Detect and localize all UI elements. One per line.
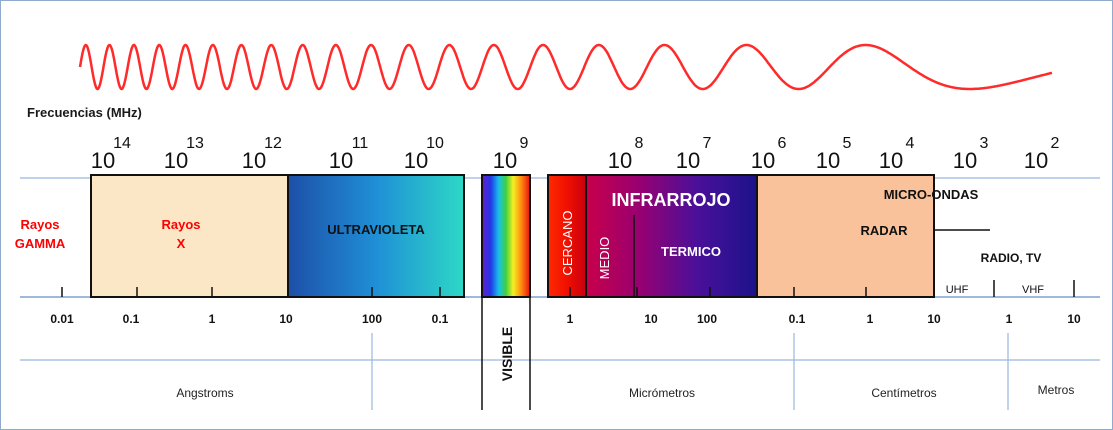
frequency-base: 10 [91, 148, 115, 173]
ultraviolet-label: ULTRAVIOLETA [327, 222, 425, 237]
frequency-exponent: 4 [906, 135, 915, 152]
near-infrared-band [547, 174, 587, 298]
scale-label: 10 [927, 312, 941, 326]
microwaves-label: MICRO-ONDAS [884, 187, 979, 202]
frequency-exponent: 12 [264, 135, 282, 152]
frequency-base: 10 [751, 148, 775, 173]
xray-label-line1: Rayos [161, 217, 200, 232]
frequency-base: 10 [816, 148, 840, 173]
vhf-label: VHF [1022, 284, 1044, 296]
frequency-scale: 1014101310121011101010910810710610510410… [91, 135, 1060, 173]
frequency-base: 10 [676, 148, 700, 173]
frequency-exponent: 6 [778, 135, 787, 152]
frequency-exponent: 2 [1051, 135, 1060, 152]
radar-label: RADAR [861, 223, 909, 238]
frequency-base: 10 [404, 148, 428, 173]
frequency-exponent: 3 [980, 135, 989, 152]
wavelength-scale: 0.01 0.1 1 10 100 0.1 1 10 100 0.1 1 10 1 10 [50, 312, 1081, 326]
frequency-base: 10 [1024, 148, 1048, 173]
wave-sine-curve [78, 43, 1053, 91]
xray-label-line2: X [177, 236, 186, 251]
scale-label: 100 [697, 312, 717, 326]
xray-band [90, 174, 289, 298]
unit-centimeters: Centímetros [871, 386, 936, 400]
scale-label: 0.1 [432, 312, 449, 326]
frequency-exponent: 7 [703, 135, 712, 152]
frequency-base: 10 [493, 148, 517, 173]
frequency-base: 10 [879, 148, 903, 173]
scale-label: 1 [867, 312, 874, 326]
frequency-base: 10 [329, 148, 353, 173]
frequency-base: 10 [608, 148, 632, 173]
radio-tv-label: RADIO, TV [981, 251, 1042, 265]
frequency-exponent: 10 [426, 135, 444, 152]
gamma-label-line1: Rayos [20, 217, 59, 232]
visible-band [481, 174, 531, 298]
near-ir-label: CERCANO [560, 210, 575, 275]
frequency-exponent: 11 [352, 135, 369, 152]
scale-label: 1 [567, 312, 574, 326]
thermal-label: TERMICO [661, 244, 721, 259]
frequency-exponent: 13 [186, 135, 204, 152]
scale-label: 10 [1067, 312, 1081, 326]
unit-angstroms: Angstroms [176, 386, 233, 400]
scale-label: 100 [362, 312, 382, 326]
frequency-base: 10 [953, 148, 977, 173]
visible-label: VISIBLE [499, 327, 515, 381]
infrared-band [585, 174, 758, 298]
frequency-exponent: 9 [520, 135, 529, 152]
unit-dividers [371, 333, 1009, 410]
frequency-exponent: 14 [113, 135, 131, 152]
gamma-label-line2: GAMMA [15, 236, 66, 251]
frequency-title: Frecuencias (MHz) [27, 105, 142, 120]
scale-label: 1 [1006, 312, 1013, 326]
frequency-base: 10 [164, 148, 188, 173]
radar-band [756, 174, 935, 298]
frequency-base: 10 [242, 148, 266, 173]
scale-label: 0.01 [50, 312, 74, 326]
scale-label: 0.1 [789, 312, 806, 326]
scale-label: 0.1 [123, 312, 140, 326]
frequency-exponent: 5 [843, 135, 852, 152]
scale-label: 1 [209, 312, 216, 326]
scale-label: 10 [644, 312, 658, 326]
ultraviolet-band [287, 174, 465, 298]
unit-meters: Metros [1038, 383, 1075, 397]
infrared-label: INFRARROJO [611, 190, 730, 210]
scale-ticks [61, 280, 1075, 297]
unit-micrometers: Micrómetros [629, 386, 695, 400]
scale-label: 10 [279, 312, 293, 326]
mid-ir-label: MEDIO [597, 237, 612, 280]
uhf-label: UHF [946, 284, 969, 296]
frequency-exponent: 8 [635, 135, 644, 152]
